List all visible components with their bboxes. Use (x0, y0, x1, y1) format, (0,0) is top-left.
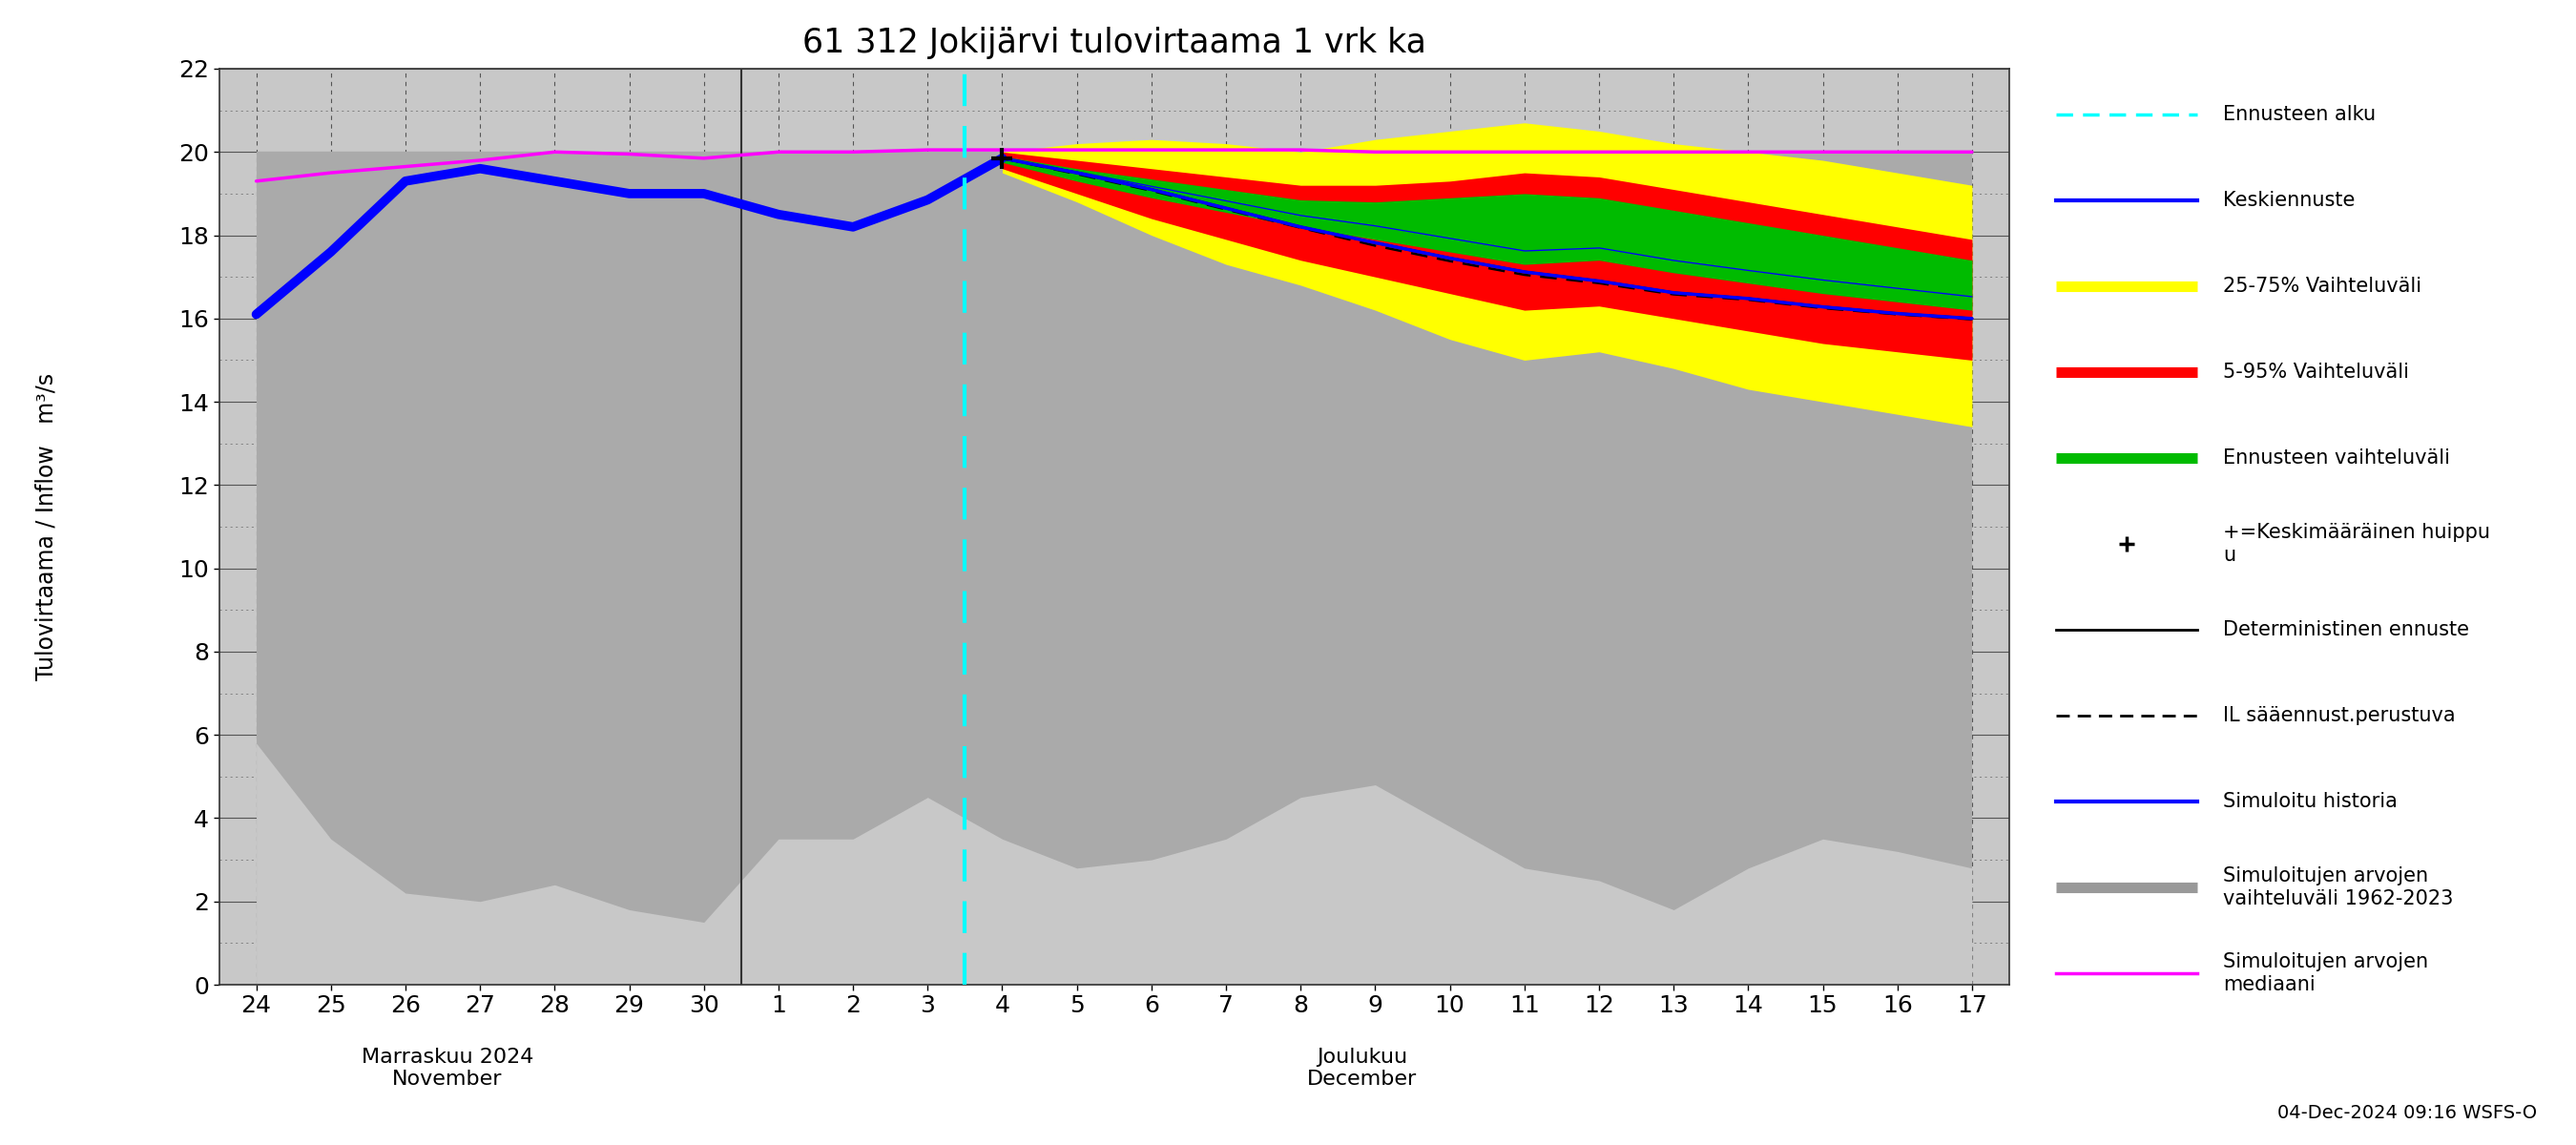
Text: 5-95% Vaihteluväli: 5-95% Vaihteluväli (2223, 363, 2409, 381)
Text: Keskiennuste: Keskiennuste (2223, 191, 2354, 210)
Text: IL sääennust.perustuva: IL sääennust.perustuva (2223, 706, 2455, 725)
Text: Joulukuu
December: Joulukuu December (1306, 1048, 1417, 1089)
Text: Marraskuu 2024
November: Marraskuu 2024 November (361, 1048, 533, 1089)
Text: 25-75% Vaihteluväli: 25-75% Vaihteluväli (2223, 277, 2421, 295)
Text: 04-Dec-2024 09:16 WSFS-O: 04-Dec-2024 09:16 WSFS-O (2277, 1104, 2537, 1122)
Text: Ennusteen alku: Ennusteen alku (2223, 105, 2375, 124)
Text: Ennusteen vaihteluväli: Ennusteen vaihteluväli (2223, 449, 2450, 467)
Text: Simuloitu historia: Simuloitu historia (2223, 792, 2398, 811)
Text: +=Keskimääräinen huippu
u: +=Keskimääräinen huippu u (2223, 523, 2491, 564)
Text: Simuloitujen arvojen
vaihteluväli 1962-2023: Simuloitujen arvojen vaihteluväli 1962-2… (2223, 867, 2452, 908)
Text: Deterministinen ennuste: Deterministinen ennuste (2223, 621, 2470, 639)
Text: Simuloitujen arvojen
mediaani: Simuloitujen arvojen mediaani (2223, 953, 2429, 994)
Text: Tulovirtaama / Inflow   m³/s: Tulovirtaama / Inflow m³/s (36, 373, 57, 680)
Title: 61 312 Jokijärvi tulovirtaama 1 vrk ka: 61 312 Jokijärvi tulovirtaama 1 vrk ka (801, 27, 1427, 60)
